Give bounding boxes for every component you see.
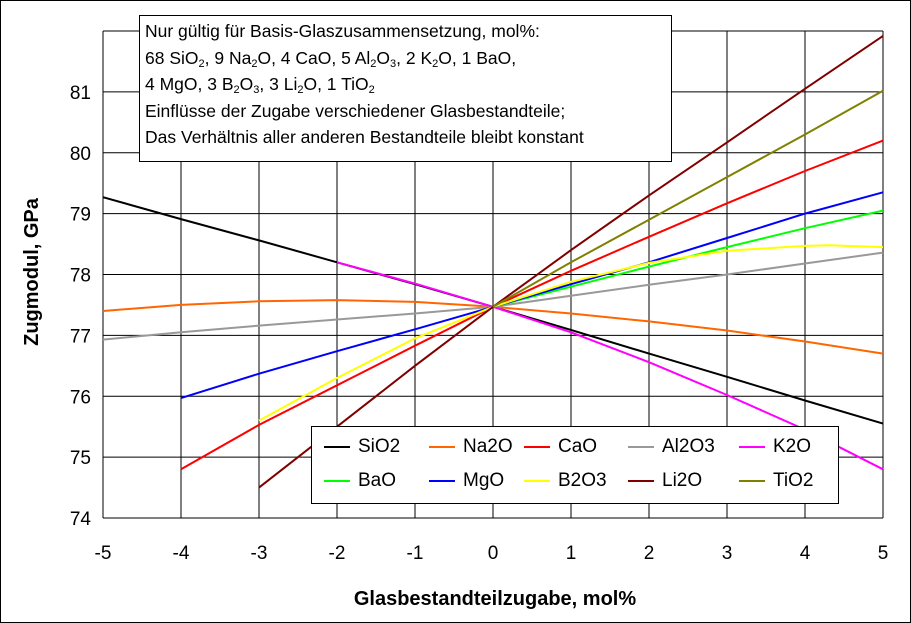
legend-label: Al2O3 — [662, 436, 715, 457]
series-line-li2o — [258, 35, 884, 489]
x-tick-label: -2 — [329, 543, 346, 564]
x-tick-label: 5 — [878, 543, 889, 564]
y-tick-label: 74 — [70, 509, 92, 530]
y-tick-label: 75 — [70, 448, 91, 469]
legend-item-k2o: K2O — [739, 432, 811, 462]
series-line-mgo — [180, 191, 884, 400]
x-tick-label: -3 — [251, 543, 268, 564]
composition-note: Nur gültig für Basis-Glaszusammensetzung… — [139, 15, 672, 162]
series-line-k2o — [336, 261, 884, 471]
legend-item-li2o: Li2O — [628, 466, 702, 496]
legend-label: Na2O — [463, 436, 513, 457]
legend-swatch — [324, 446, 350, 448]
legend-item-bao: BaO — [324, 466, 396, 496]
x-tick-label: 2 — [644, 543, 655, 564]
note-line-4: Einflüsse der Zugabe verschiedener Glasb… — [145, 100, 566, 121]
legend-label: BaO — [358, 470, 397, 491]
x-tick-label: -1 — [407, 543, 424, 564]
series-line-tio2 — [492, 89, 884, 308]
legend-label: B2O3 — [558, 470, 607, 491]
y-tick-label: 81 — [70, 83, 91, 104]
x-tick-label: 4 — [800, 543, 811, 564]
note-line-3: 4 MgO, 3 B2O3, 3 Li2O, 1 TiO2 — [145, 74, 375, 96]
legend-label: CaO — [558, 436, 598, 457]
legend-item-na2o: Na2O — [429, 432, 513, 462]
x-tick-label: 0 — [488, 543, 499, 564]
legend-item-mgo: MgO — [429, 466, 504, 496]
legend-item-al2o3: Al2O3 — [628, 432, 715, 462]
x-tick-label: 3 — [722, 543, 733, 564]
y-tick-label: 78 — [70, 266, 91, 287]
x-tick-label: -5 — [95, 543, 112, 564]
chart-legend: SiO2 Na2O CaO Al2O3 K2O BaO MgO B2O3 Li2O TiO2 — [311, 426, 839, 504]
legend-label: Li2O — [662, 470, 703, 491]
y-tick-label: 80 — [70, 144, 91, 165]
legend-label: SiO2 — [358, 436, 401, 457]
y-tick-label: 77 — [70, 326, 91, 347]
series-line-b2o3 — [258, 244, 884, 422]
legend-swatch — [739, 446, 765, 448]
note-line-5: Das Verhältnis aller anderen Bestandteil… — [145, 127, 584, 147]
legend-swatch — [324, 480, 350, 482]
note-line-2: 68 SiO2, 9 Na2O, 4 CaO, 5 Al2O3, 2 K2O, … — [145, 47, 517, 70]
x-axis-title: Glasbestandteilzugabe, mol% — [354, 588, 637, 610]
legend-item-tio2: TiO2 — [739, 466, 813, 496]
x-tick-label: 1 — [566, 543, 577, 564]
legend-item-cao: CaO — [524, 432, 597, 462]
y-tick-label: 79 — [70, 205, 91, 226]
legend-swatch — [429, 480, 455, 482]
y-tick-label: 76 — [70, 387, 91, 408]
series-line-cao — [180, 139, 884, 471]
legend-swatch — [628, 480, 654, 482]
legend-label: TiO2 — [773, 470, 814, 491]
note-line-1: Nur gültig für Basis-Glaszusammensetzung… — [145, 21, 540, 41]
legend-swatch — [524, 446, 550, 448]
legend-swatch — [524, 480, 550, 482]
legend-item-b2o3: B2O3 — [524, 466, 607, 496]
x-tick-label: -4 — [173, 543, 190, 564]
legend-swatch — [628, 446, 654, 448]
legend-swatch — [739, 480, 765, 482]
y-axis-title: Zugmodul, GPa — [21, 197, 43, 346]
legend-label: K2O — [773, 436, 812, 457]
legend-swatch — [429, 446, 455, 448]
legend-label: MgO — [463, 470, 505, 491]
legend-item-sio2: SiO2 — [324, 432, 400, 462]
